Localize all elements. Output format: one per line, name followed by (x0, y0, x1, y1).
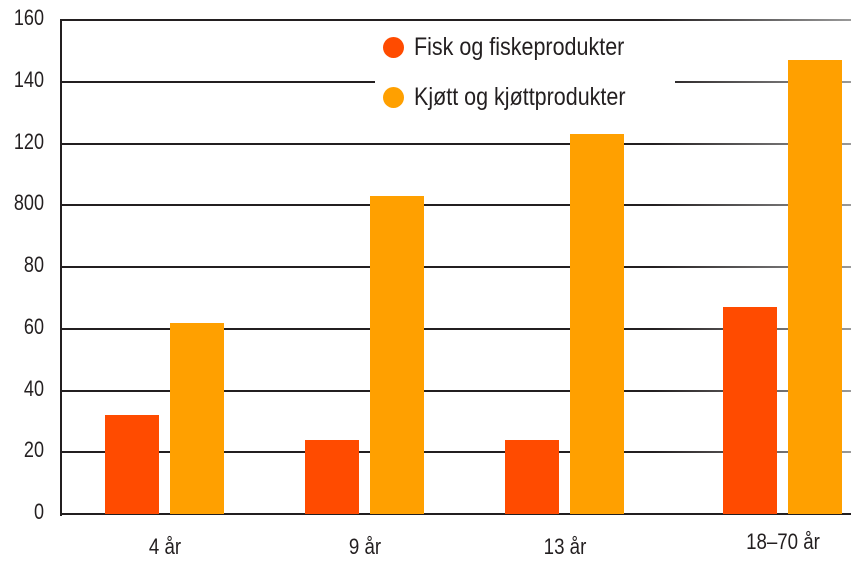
x-tick-label: 4 år (148, 534, 181, 559)
y-tick-label: 60 (23, 313, 44, 339)
legend: Fisk og fiskeprodukter Kjøtt og kjøttpro… (375, 28, 675, 118)
legend-item-meat: Kjøtt og kjøttprodukter (383, 82, 660, 112)
gridline (60, 266, 851, 268)
gridline (60, 327, 851, 330)
y-axis-line (60, 20, 62, 516)
x-tick-label: 18–70 år (745, 529, 820, 554)
gridline (60, 451, 851, 454)
gridline (60, 142, 851, 145)
legend-dot-meat-icon (383, 86, 404, 108)
bar-fish-3 (723, 307, 777, 514)
y-tick-label: 800 (13, 190, 44, 216)
x-tick-label: 9 år (348, 534, 381, 559)
y-tick-label: 0 (33, 499, 44, 524)
y-tick-label: 160 (13, 5, 44, 30)
bar-fish-2 (505, 439, 559, 514)
bar-fish-1 (305, 439, 359, 514)
bar-meat-3 (788, 60, 842, 514)
legend-label-fish: Fisk og fiskeprodukter (414, 32, 625, 61)
x-axis-line (60, 513, 851, 515)
y-tick-label: 40 (23, 375, 44, 401)
x-tick-label: 13 år (543, 534, 586, 559)
bar-meat-2 (570, 134, 624, 514)
gridline (60, 389, 851, 392)
y-tick-label: 80 (23, 252, 44, 277)
legend-dot-fish-icon (383, 36, 404, 58)
bar-meat-0 (170, 322, 224, 514)
gridline (60, 204, 851, 207)
bar-meat-1 (370, 195, 424, 514)
y-tick-label: 120 (13, 128, 44, 154)
gridline (60, 19, 851, 21)
legend-item-fish: Fisk og fiskeprodukter (383, 32, 659, 62)
legend-label-meat: Kjøtt og kjøttprodukter (414, 82, 626, 111)
y-tick-label: 20 (23, 437, 44, 463)
y-tick-label: 140 (13, 66, 44, 92)
bar-fish-0 (105, 415, 159, 514)
